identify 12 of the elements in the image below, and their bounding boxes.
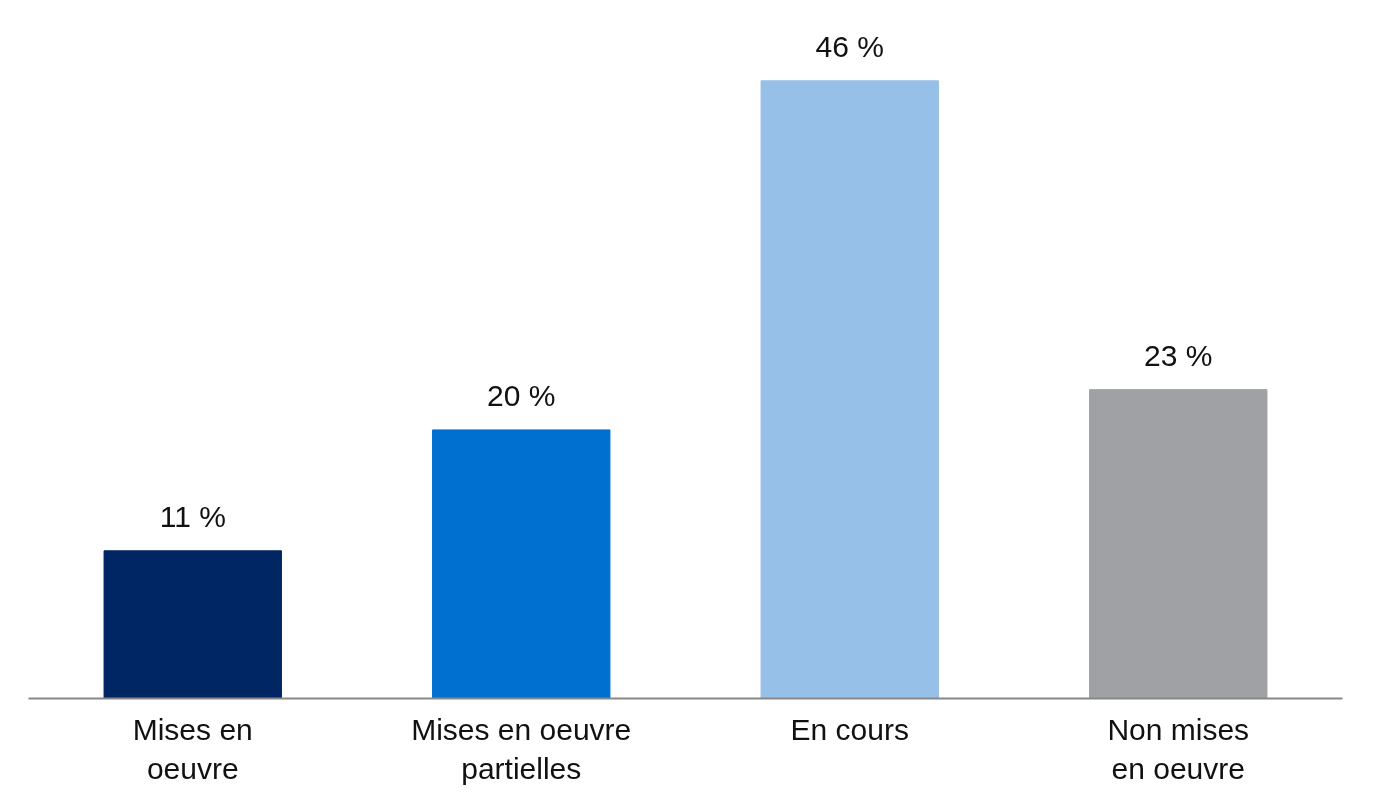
bar: [103, 550, 282, 699]
data-label: 11 %: [159, 499, 226, 533]
x-tick-label: Mises en oeuvre: [132, 712, 253, 786]
x-tick-label: En cours: [790, 712, 909, 746]
data-label: 20 %: [487, 378, 556, 412]
x-tick-label: Non mises en oeuvre: [1107, 712, 1250, 786]
bar: [760, 80, 939, 699]
x-tick-label: Mises en oeuvre partielles: [411, 712, 632, 786]
bar: [1089, 389, 1268, 699]
bar: [432, 429, 611, 699]
data-label: 46 %: [815, 29, 884, 63]
data-label: 23 %: [1144, 338, 1213, 372]
